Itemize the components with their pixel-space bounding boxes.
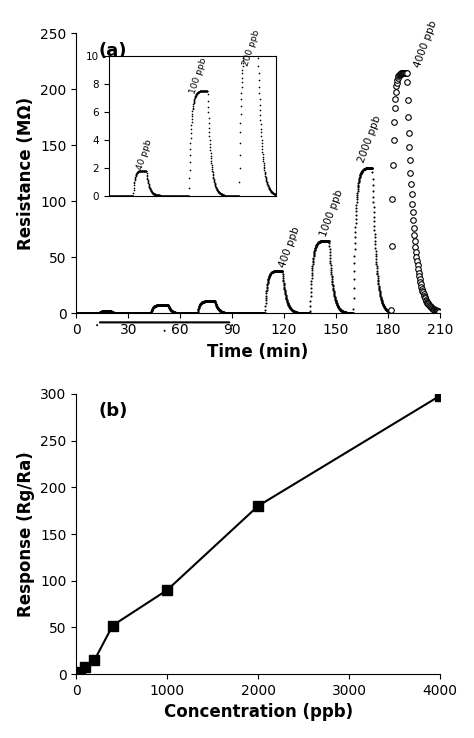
Text: 2000 ppb: 2000 ppb <box>357 114 383 165</box>
Y-axis label: Response (Rg/Ra): Response (Rg/Ra) <box>17 451 35 617</box>
Y-axis label: Resistance (MΩ): Resistance (MΩ) <box>17 97 35 250</box>
Text: 4000 ppb: 4000 ppb <box>412 19 438 69</box>
Text: 400 ppb: 400 ppb <box>277 225 301 269</box>
Text: (b): (b) <box>98 402 128 421</box>
X-axis label: Concentration (ppb): Concentration (ppb) <box>164 703 353 721</box>
Text: 1000 ppb: 1000 ppb <box>319 189 345 238</box>
Text: (a): (a) <box>98 42 127 60</box>
X-axis label: Time (min): Time (min) <box>208 342 309 361</box>
